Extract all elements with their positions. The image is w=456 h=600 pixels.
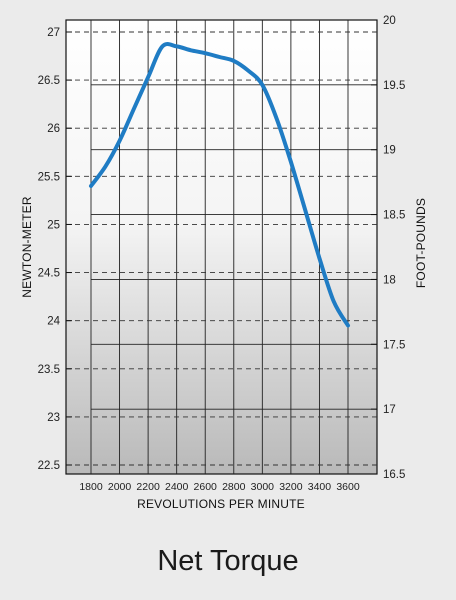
y2-tick-label: 16.5 xyxy=(383,469,405,481)
x-tick-label: 2400 xyxy=(165,481,189,493)
tick-labels: 22.5 23 23.5 24 24.5 25 25.5 26 26.5 27 16.5 17 17.5… xyxy=(38,15,406,493)
y2-tick-label: 20 xyxy=(383,15,396,27)
y2-tick-label: 19 xyxy=(383,145,396,157)
y-tick-label: 23 xyxy=(47,412,60,424)
x-tick-label: 1800 xyxy=(79,481,103,493)
y-tick-label: 27 xyxy=(47,27,60,39)
y2-tick-label: 18.5 xyxy=(383,210,405,222)
y-axis-title: NEWTON-METER xyxy=(20,196,34,298)
x-tick-label: 2800 xyxy=(222,481,246,493)
y-tick-label: 22.5 xyxy=(38,460,60,472)
y2-tick-label: 19.5 xyxy=(383,80,405,92)
plot-background xyxy=(65,19,378,475)
torque-series-line xyxy=(89,42,350,328)
y-tick-label: 24.5 xyxy=(38,268,60,280)
y2-axis-title: FOOT-POUNDS xyxy=(414,198,428,288)
y2-tick-label: 17.5 xyxy=(383,339,405,351)
x-tick-label: 3000 xyxy=(251,481,275,493)
x-tick-label: 2200 xyxy=(136,481,160,493)
y-tick-label: 23.5 xyxy=(38,364,60,376)
x-tick-label: 3200 xyxy=(279,481,303,493)
chart-caption: Net Torque xyxy=(157,545,299,577)
y-tick-label: 25.5 xyxy=(38,171,60,183)
y2-tick-label: 17 xyxy=(383,404,396,416)
grid-lines xyxy=(66,20,377,474)
y-tick-label: 26 xyxy=(47,123,60,135)
x-tick-label: 3400 xyxy=(308,481,332,493)
y2-tick-label: 18 xyxy=(383,274,396,286)
y-tick-label: 26.5 xyxy=(38,75,60,87)
x-tick-label: 2000 xyxy=(108,481,132,493)
x-tick-label: 2600 xyxy=(194,481,218,493)
x-tick-label: 3600 xyxy=(336,481,360,493)
y-tick-label: 24 xyxy=(47,316,60,328)
y-tick-label: 25 xyxy=(47,219,60,231)
x-axis-title: REVOLUTIONS PER MINUTE xyxy=(137,497,305,511)
